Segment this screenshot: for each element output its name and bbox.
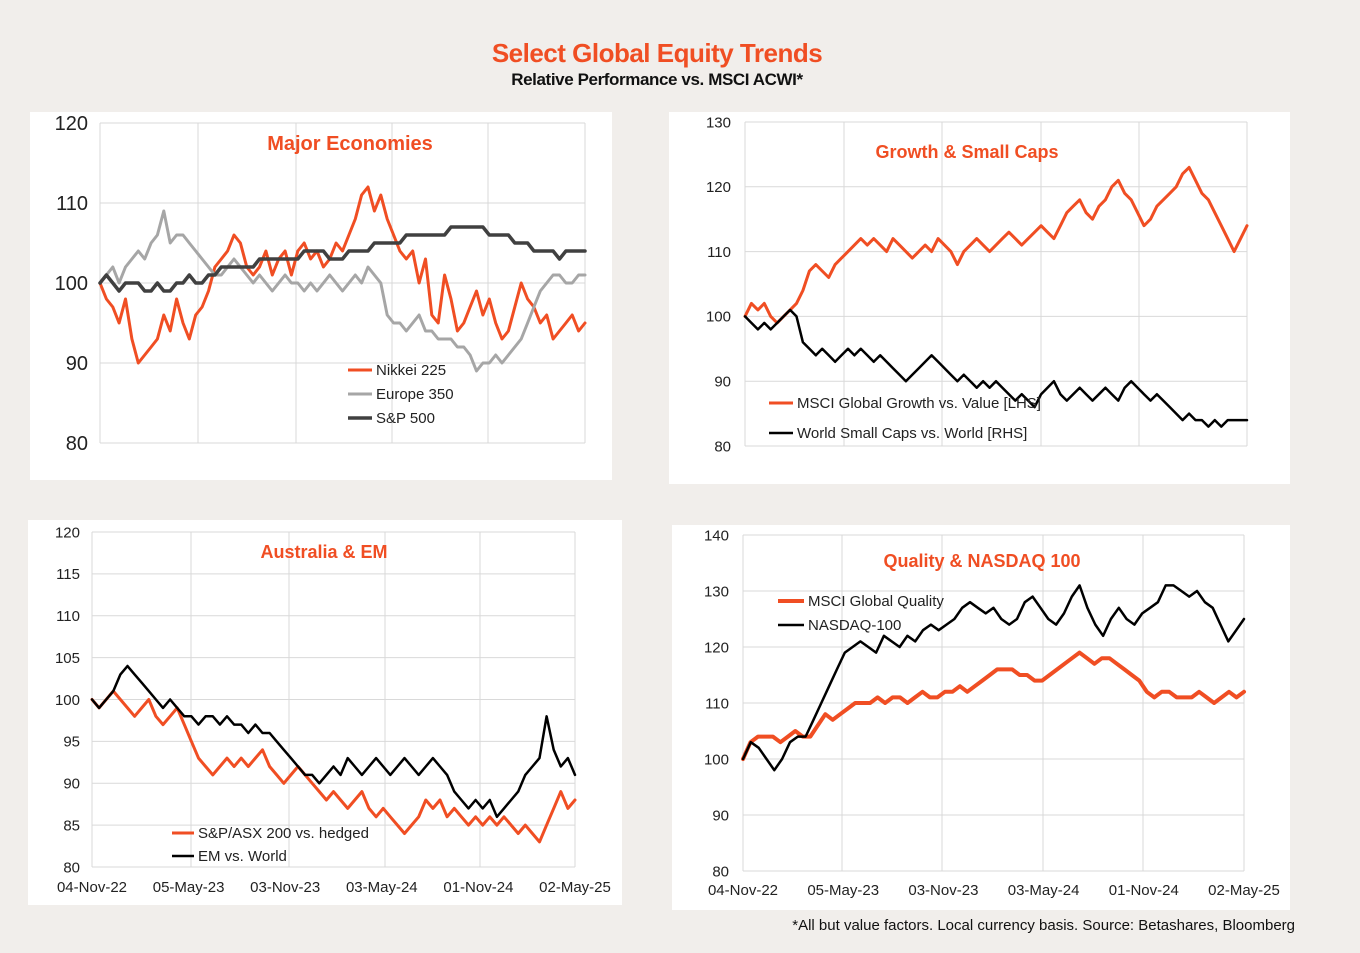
y-tick-label: 120 [55, 113, 88, 135]
y-tick-label: 110 [705, 695, 729, 712]
y-tick-label: 80 [63, 859, 80, 876]
y-tick-label: 130 [706, 114, 731, 131]
y-tick-label: 120 [706, 179, 731, 196]
y-tick-label: 90 [712, 807, 729, 824]
legend-label: EM vs. World [198, 848, 287, 865]
chart-title: Quality & NASDAQ 100 [883, 551, 1080, 571]
x-tick-label: 03-May-24 [346, 879, 418, 896]
y-tick-label: 105 [55, 650, 80, 667]
series-line [98, 225, 587, 293]
legend-label: Nikkei 225 [376, 362, 446, 379]
y-tick-label: 80 [712, 863, 729, 880]
chart-title: Australia & EM [260, 542, 387, 562]
y-tick-label: 110 [56, 193, 88, 215]
y-tick-label: 100 [55, 273, 88, 295]
y-tick-label: 95 [63, 734, 80, 751]
x-tick-label: 03-May-24 [1008, 882, 1080, 899]
x-tick-label: 03-Nov-23 [250, 879, 320, 896]
y-tick-label: 100 [55, 692, 80, 709]
y-tick-label: 90 [714, 373, 731, 390]
x-tick-label: 04-Nov-22 [57, 879, 127, 896]
legend-label: Europe 350 [376, 386, 454, 403]
y-tick-label: 115 [56, 566, 80, 583]
y-tick-label: 90 [63, 776, 80, 793]
series-line [743, 308, 1249, 428]
x-tick-label: 02-May-25 [1208, 882, 1280, 899]
x-tick-label: 02-May-25 [539, 879, 611, 896]
y-tick-label: 100 [706, 309, 731, 326]
chart-australia-em: 80 85 90 95 100 105 110 115 120 04-Nov-22 05-May-2… [55, 524, 611, 896]
chart-growth-small-caps: 80 90 100 110 120 130 Growth & Small Caps MSCI … [706, 114, 1249, 455]
chart-major-economies: 80 90 100 110 120 Major Economies Nikkei 225 Eu… [55, 113, 587, 455]
series-line [90, 664, 577, 819]
y-tick-label: 85 [63, 817, 80, 834]
chart-title: Growth & Small Caps [875, 142, 1058, 162]
series-line [743, 165, 1249, 325]
series-line [90, 689, 577, 844]
legend-label: MSCI Global Quality [808, 593, 944, 610]
x-tick-label: 05-May-23 [807, 882, 879, 899]
legend-label: S&P 500 [376, 410, 435, 427]
series-line [741, 650, 1246, 761]
y-tick-label: 120 [704, 639, 729, 656]
y-tick-label: 140 [704, 527, 729, 544]
y-tick-label: 100 [704, 751, 729, 768]
series-line [98, 185, 587, 365]
y-tick-label: 80 [714, 438, 731, 455]
y-tick-label: 90 [66, 353, 88, 375]
y-tick-label: 80 [66, 433, 88, 455]
page-title: Select Global Equity Trends [491, 38, 823, 68]
y-tick-label: 130 [704, 583, 729, 600]
x-tick-label: 01-Nov-24 [443, 879, 513, 896]
legend-label: S&P/ASX 200 vs. hedged [198, 825, 369, 842]
legend-label: NASDAQ-100 [808, 617, 901, 634]
chart-title: Major Economies [267, 133, 433, 155]
series-line [741, 584, 1246, 772]
x-tick-label: 03-Nov-23 [908, 882, 978, 899]
series-line [98, 209, 587, 373]
y-tick-label: 110 [707, 244, 731, 261]
source-footnote: *All but value factors. Local currency b… [792, 917, 1295, 934]
legend-label: MSCI Global Growth vs. Value [LHS] [797, 395, 1041, 412]
chart-panel-australia-em: 80 85 90 95 100 105 110 115 120 04-Nov-22 05-May-2… [28, 520, 622, 905]
y-tick-label: 120 [55, 524, 80, 541]
y-tick-label: 110 [56, 608, 80, 625]
x-tick-label: 05-May-23 [153, 879, 225, 896]
chart-panel-quality-nasdaq: 80 90 100 110 120 130 140 04-Nov-22 05-May-23 03-… [672, 525, 1290, 910]
legend-label: World Small Caps vs. World [RHS] [797, 425, 1027, 442]
x-tick-label: 04-Nov-22 [708, 882, 778, 899]
chart-panel-growth-small-caps: 80 90 100 110 120 130 Growth & Small Caps MSCI … [669, 112, 1290, 484]
page-subtitle: Relative Performance vs. MSCI ACWI* [511, 70, 803, 89]
chart-quality-nasdaq: 80 90 100 110 120 130 140 04-Nov-22 05-May-23 03-… [704, 527, 1280, 899]
x-tick-label: 01-Nov-24 [1109, 882, 1179, 899]
chart-panel-major-economies: 80 90 100 110 120 Major Economies Nikkei 225 Eu… [30, 112, 612, 480]
